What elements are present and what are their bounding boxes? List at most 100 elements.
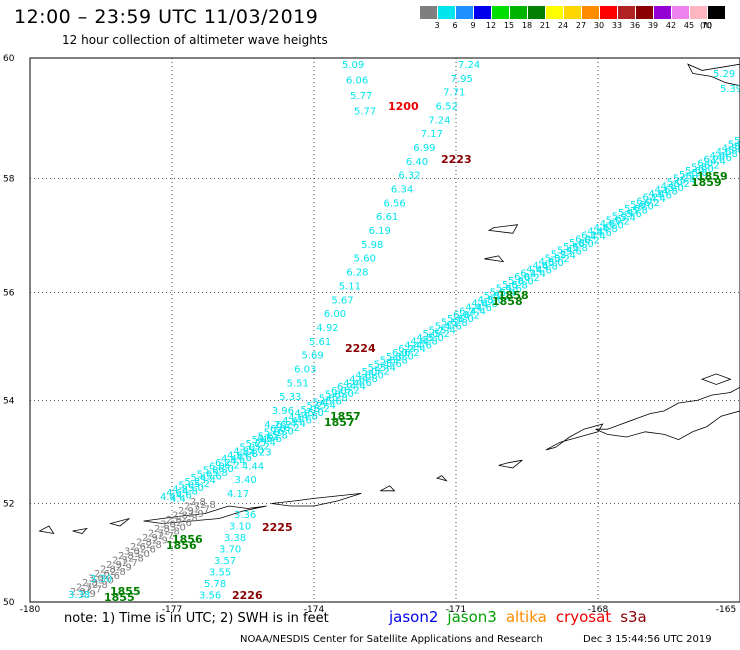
- swh-value-label: 4.4: [526, 265, 542, 276]
- swh-value-label: 5.2: [307, 401, 323, 412]
- swh-value-label: 6.28: [346, 268, 368, 279]
- swh-value-label: 2.9: [152, 536, 168, 547]
- legend-label: 24: [557, 21, 569, 30]
- legend-label: 42: [665, 21, 677, 30]
- legend-label: 21: [539, 21, 551, 30]
- time-label-duplicate: 1859: [691, 176, 722, 189]
- swh-value-label: 3.0: [124, 547, 140, 558]
- swh-value-label: 4.4: [230, 457, 246, 468]
- swh-value-label: 5.0: [545, 253, 561, 264]
- swh-value-label: 6.2: [284, 423, 300, 434]
- swh-value-label: 5.77: [350, 91, 372, 102]
- time-label: 1856: [172, 533, 203, 546]
- swh-value-label: 5.0: [728, 145, 740, 156]
- swh-value-label: 3.0: [160, 520, 176, 531]
- swh-value-label: 5.4: [252, 435, 268, 446]
- swh-value-label: 5.8: [508, 276, 524, 287]
- swh-value-label: 6.2: [459, 306, 475, 317]
- swh-value-label: 4.4: [350, 382, 366, 393]
- swh-value-label: 4.6: [176, 490, 192, 501]
- swh-value-label: 5.0: [548, 258, 564, 269]
- swh-value-label: 2.7: [122, 558, 138, 569]
- legend-label: 33: [611, 21, 623, 30]
- swh-value-label: 5.2: [673, 174, 689, 185]
- time-label: 1857: [330, 410, 361, 423]
- swh-value-label: 4.4: [590, 232, 606, 243]
- coastline: [271, 493, 362, 507]
- time-label: 1858: [498, 289, 529, 302]
- swh-value-label: 4.4: [404, 340, 420, 351]
- legend-swatch: 18: [510, 6, 532, 30]
- swh-value-label: 6.99: [413, 143, 435, 154]
- swh-value-label: 5.2: [194, 479, 210, 490]
- swh-value-label: 2.8: [182, 513, 198, 524]
- longitude-tick-label: -174: [304, 605, 325, 615]
- longitude-tick-label: -180: [20, 605, 41, 615]
- swh-value-label: 5.8: [386, 352, 402, 363]
- swh-value-label: 3.0: [98, 576, 114, 587]
- swh-value-label: 5.8: [452, 318, 468, 329]
- swh-value-label: 4.4: [410, 344, 426, 355]
- swh-value-label: 5.6: [624, 204, 640, 215]
- swh-value-label: 5.60: [354, 254, 376, 265]
- swh-value-label: 5.2: [254, 442, 270, 453]
- legend-label: 36: [629, 21, 641, 30]
- swh-value-label: 5.6: [380, 356, 396, 367]
- coastline: [436, 475, 448, 482]
- swh-value-label: 6.0: [514, 272, 530, 283]
- legend-swatch: 39: [636, 6, 658, 30]
- wave-height-legend: 3 6 9 12 15 18 21 24 27 30 33 36 39 42 45 70: [420, 6, 726, 30]
- swh-value-label: 4.6: [596, 228, 612, 239]
- legend-label: 45: [683, 21, 695, 30]
- swh-value-label: 6.2: [644, 198, 660, 209]
- coastline: [687, 63, 740, 87]
- latitude-tick-label: 56: [3, 288, 15, 298]
- swh-value-label: 6.2: [464, 310, 480, 321]
- swh-value-label: 5.6: [197, 469, 213, 480]
- swh-value-label: 4.64: [257, 434, 279, 445]
- swh-value-label: 6.0: [636, 196, 652, 207]
- swh-value-label: 6.2: [524, 273, 540, 284]
- swh-value-label: 5.0: [368, 370, 384, 381]
- longitude-tick-label: -168: [588, 605, 609, 615]
- swh-value-label: 6.0: [338, 389, 354, 400]
- swh-value-label: 4.8: [355, 371, 371, 382]
- swh-value-label: 5.6: [446, 322, 462, 333]
- swh-value-label: 5.0: [239, 443, 255, 454]
- swh-value-label: 6.52: [436, 102, 458, 113]
- swh-value-label: 4.8: [482, 299, 498, 310]
- swh-value-label: 5.6: [326, 397, 342, 408]
- swh-value-label: 2.8: [100, 565, 116, 576]
- swh-value-label: 3.30: [90, 574, 112, 585]
- swh-value-label: 5.6: [686, 172, 702, 183]
- footer-note: note: 1) Time is in UTC; 2) SWH is in fe…: [64, 611, 329, 626]
- swh-value-label: 6.2: [215, 458, 231, 469]
- legend-swatch: 42: [654, 6, 676, 30]
- swh-value-label: 5.2: [551, 249, 567, 260]
- swh-value-label: 5.4: [380, 363, 396, 374]
- swh-value-label: 5.8: [512, 280, 528, 291]
- swh-value-label: 6.03: [294, 364, 316, 375]
- legend-swatch: 27: [564, 6, 586, 30]
- swh-value-label: 2.6: [176, 518, 192, 529]
- swh-value-label: 5.2: [374, 367, 390, 378]
- swh-value-label: 4.6: [227, 450, 243, 461]
- swh-value-label: 2.7: [112, 556, 128, 567]
- swh-value-label: 3.0: [88, 574, 104, 585]
- swh-value-label: 5.8: [572, 243, 588, 254]
- swh-value-label: 3.56: [199, 591, 221, 602]
- swh-value-label: 4.8: [477, 295, 493, 306]
- swh-value-label: 5.8: [569, 238, 585, 249]
- swh-value-label: 6.19: [369, 226, 391, 237]
- swh-value-label: 4.8: [233, 447, 249, 458]
- swh-value-label: 5.4: [374, 359, 390, 370]
- swh-value-label: 5.2: [734, 136, 740, 147]
- swh-value-label: 2.7: [86, 585, 102, 596]
- swh-value-label: 7.24: [428, 115, 450, 126]
- swh-value-label: 7.95: [451, 74, 473, 85]
- swh-value-label: 5.6: [506, 284, 522, 295]
- swh-value-label: 5.39: [720, 84, 740, 95]
- swh-value-label: 5.0: [606, 215, 622, 226]
- swh-value-label: 2.8: [190, 497, 206, 508]
